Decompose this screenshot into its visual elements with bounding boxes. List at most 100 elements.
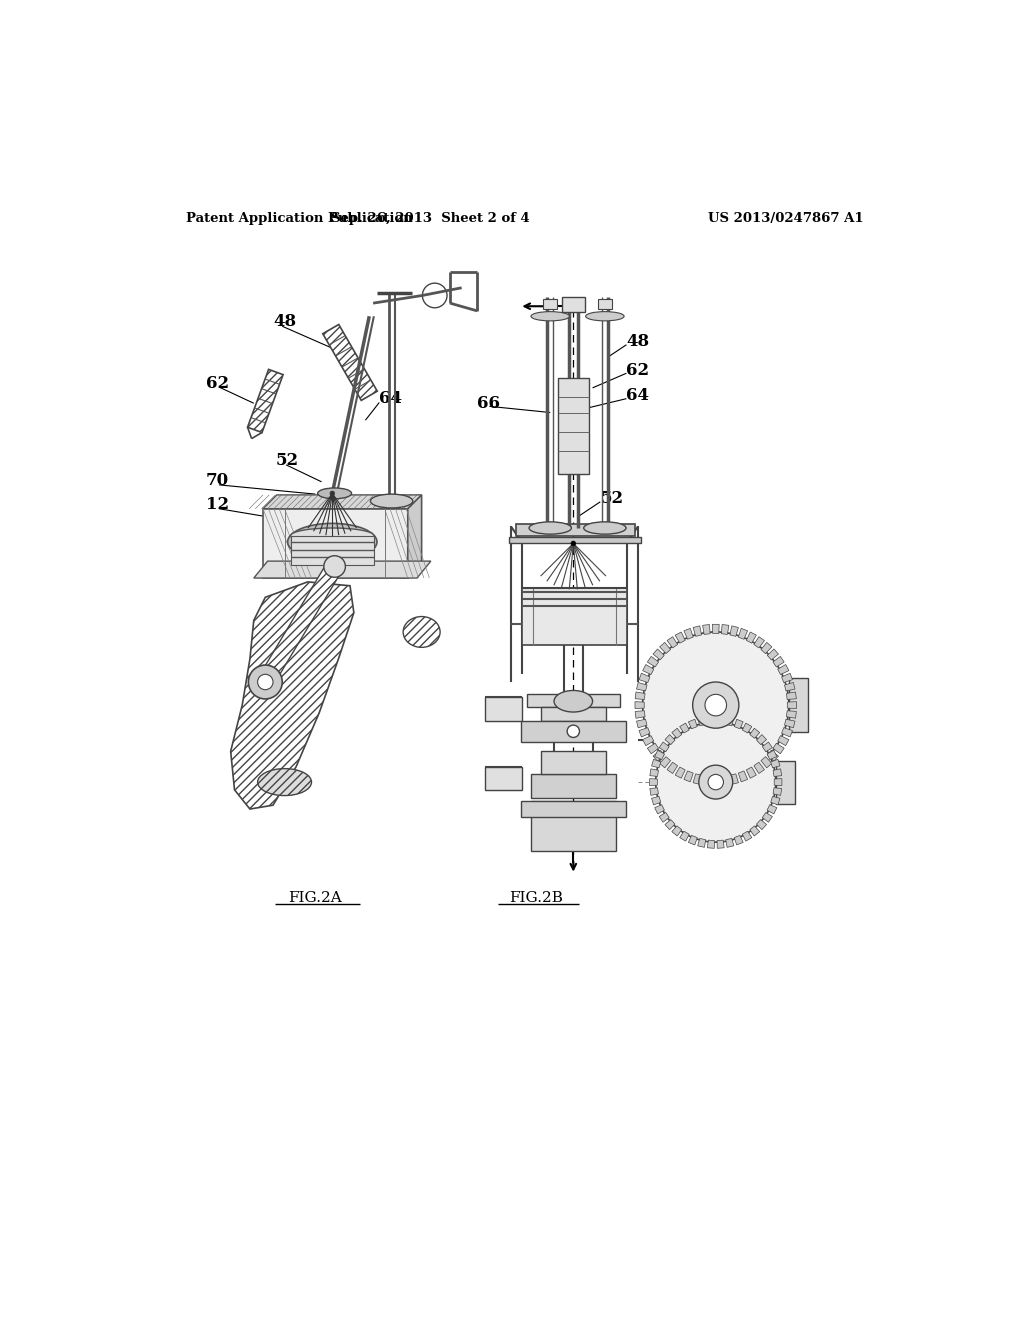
Polygon shape bbox=[697, 838, 706, 847]
Polygon shape bbox=[643, 735, 653, 746]
Polygon shape bbox=[688, 836, 697, 845]
Polygon shape bbox=[653, 750, 665, 762]
Polygon shape bbox=[263, 495, 422, 508]
Polygon shape bbox=[647, 656, 658, 667]
Polygon shape bbox=[659, 742, 670, 751]
Polygon shape bbox=[781, 727, 793, 737]
Polygon shape bbox=[680, 723, 689, 733]
Polygon shape bbox=[708, 715, 715, 725]
Ellipse shape bbox=[584, 521, 626, 535]
Polygon shape bbox=[767, 649, 778, 660]
Polygon shape bbox=[784, 682, 795, 690]
Polygon shape bbox=[750, 826, 760, 836]
Text: 48: 48 bbox=[627, 333, 649, 350]
Polygon shape bbox=[767, 750, 777, 759]
Polygon shape bbox=[777, 735, 788, 746]
Bar bbox=[531, 775, 615, 797]
Polygon shape bbox=[667, 636, 678, 648]
Polygon shape bbox=[263, 508, 408, 578]
Polygon shape bbox=[784, 719, 795, 727]
Bar bbox=[527, 693, 620, 708]
Polygon shape bbox=[680, 832, 689, 841]
Ellipse shape bbox=[529, 521, 571, 535]
Text: 62: 62 bbox=[627, 362, 649, 379]
Bar bbox=[558, 378, 589, 474]
Bar bbox=[544, 300, 557, 309]
Circle shape bbox=[571, 541, 575, 545]
Bar bbox=[484, 767, 521, 789]
Bar bbox=[484, 697, 521, 721]
Polygon shape bbox=[693, 626, 701, 636]
Ellipse shape bbox=[554, 690, 593, 711]
Polygon shape bbox=[787, 702, 797, 709]
Polygon shape bbox=[757, 820, 767, 829]
Bar bbox=[776, 760, 795, 804]
Polygon shape bbox=[738, 771, 748, 781]
Text: 48: 48 bbox=[273, 313, 296, 330]
Ellipse shape bbox=[403, 616, 440, 647]
Polygon shape bbox=[742, 832, 752, 841]
Polygon shape bbox=[774, 779, 782, 785]
Polygon shape bbox=[688, 719, 697, 729]
Polygon shape bbox=[651, 759, 660, 768]
Bar bbox=[541, 751, 605, 775]
Polygon shape bbox=[761, 756, 772, 768]
Bar bbox=[521, 589, 628, 645]
Polygon shape bbox=[757, 735, 767, 744]
Polygon shape bbox=[254, 561, 431, 578]
Polygon shape bbox=[650, 788, 658, 796]
Circle shape bbox=[655, 722, 776, 842]
Circle shape bbox=[330, 491, 335, 496]
Polygon shape bbox=[767, 805, 777, 814]
Polygon shape bbox=[675, 632, 685, 643]
Polygon shape bbox=[730, 774, 738, 784]
Polygon shape bbox=[675, 767, 685, 779]
Polygon shape bbox=[291, 536, 374, 565]
Ellipse shape bbox=[288, 524, 377, 561]
Polygon shape bbox=[754, 762, 765, 774]
Bar bbox=[531, 801, 615, 851]
Text: 62: 62 bbox=[206, 375, 229, 392]
Polygon shape bbox=[323, 325, 377, 400]
Polygon shape bbox=[771, 759, 780, 768]
Text: 52: 52 bbox=[275, 451, 298, 469]
Polygon shape bbox=[762, 813, 772, 822]
Polygon shape bbox=[693, 774, 701, 784]
Polygon shape bbox=[708, 840, 715, 849]
Circle shape bbox=[692, 682, 739, 729]
Polygon shape bbox=[651, 796, 660, 805]
Polygon shape bbox=[742, 723, 752, 733]
Polygon shape bbox=[635, 710, 645, 718]
Circle shape bbox=[705, 694, 727, 715]
Polygon shape bbox=[773, 656, 784, 667]
Polygon shape bbox=[654, 805, 665, 814]
Ellipse shape bbox=[531, 312, 569, 321]
Text: 12: 12 bbox=[206, 496, 229, 513]
Polygon shape bbox=[726, 838, 734, 847]
Bar bbox=[521, 801, 626, 817]
Polygon shape bbox=[697, 717, 706, 726]
Polygon shape bbox=[639, 727, 650, 737]
Polygon shape bbox=[665, 820, 675, 829]
Polygon shape bbox=[734, 719, 743, 729]
Polygon shape bbox=[659, 756, 671, 768]
Polygon shape bbox=[635, 692, 645, 700]
Bar bbox=[521, 721, 626, 742]
Circle shape bbox=[698, 766, 733, 799]
Polygon shape bbox=[684, 771, 693, 781]
Circle shape bbox=[567, 725, 580, 738]
Polygon shape bbox=[230, 582, 354, 809]
Polygon shape bbox=[773, 788, 781, 796]
Polygon shape bbox=[637, 719, 647, 727]
Polygon shape bbox=[637, 682, 647, 690]
Polygon shape bbox=[721, 776, 729, 785]
Circle shape bbox=[324, 556, 345, 577]
Text: Patent Application Publication: Patent Application Publication bbox=[186, 213, 413, 224]
Polygon shape bbox=[761, 643, 772, 653]
Bar bbox=[788, 678, 808, 733]
Polygon shape bbox=[786, 692, 797, 700]
Circle shape bbox=[643, 632, 788, 779]
Text: FIG.2B: FIG.2B bbox=[509, 891, 563, 904]
Polygon shape bbox=[773, 768, 781, 776]
Polygon shape bbox=[672, 729, 682, 738]
